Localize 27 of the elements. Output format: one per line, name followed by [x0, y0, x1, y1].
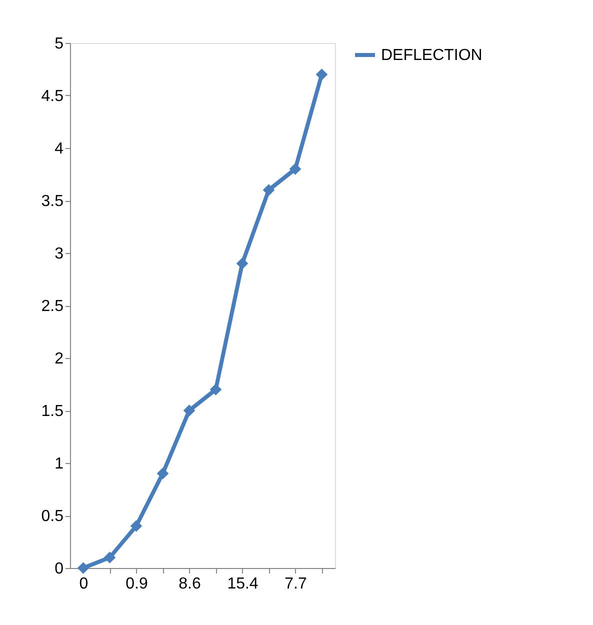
y-tick-label: 4.5	[41, 88, 64, 105]
x-tick-label: 8.6	[178, 576, 201, 592]
point	[262, 184, 275, 196]
point	[316, 68, 328, 80]
point	[183, 404, 196, 416]
y-tick-label: 1.5	[41, 403, 64, 420]
y-tick-label: 0.5	[41, 508, 64, 525]
x-tick-label: 0	[79, 576, 88, 592]
point	[104, 552, 116, 564]
legend-label: DEFLECTION	[381, 47, 482, 64]
point	[130, 520, 142, 532]
point	[289, 163, 302, 175]
y-tick-label: 3	[54, 246, 64, 262]
y-tick-label: 4	[54, 140, 64, 158]
point	[77, 562, 90, 574]
y-tick-label: 3.5	[41, 193, 64, 210]
y-tick-label: 2	[54, 350, 64, 368]
y-tick-label: 2.5	[41, 298, 64, 315]
y-tick-label: 0	[54, 560, 64, 578]
y-tick-label: 1	[54, 456, 64, 472]
x-tick-label: 7.7	[284, 576, 307, 592]
point	[156, 468, 169, 480]
point	[210, 384, 222, 396]
y-tick-label: 5	[54, 36, 64, 52]
point	[236, 258, 248, 270]
x-tick-label: 15.4	[227, 576, 258, 592]
x-tick-label: 0.9	[126, 576, 148, 592]
